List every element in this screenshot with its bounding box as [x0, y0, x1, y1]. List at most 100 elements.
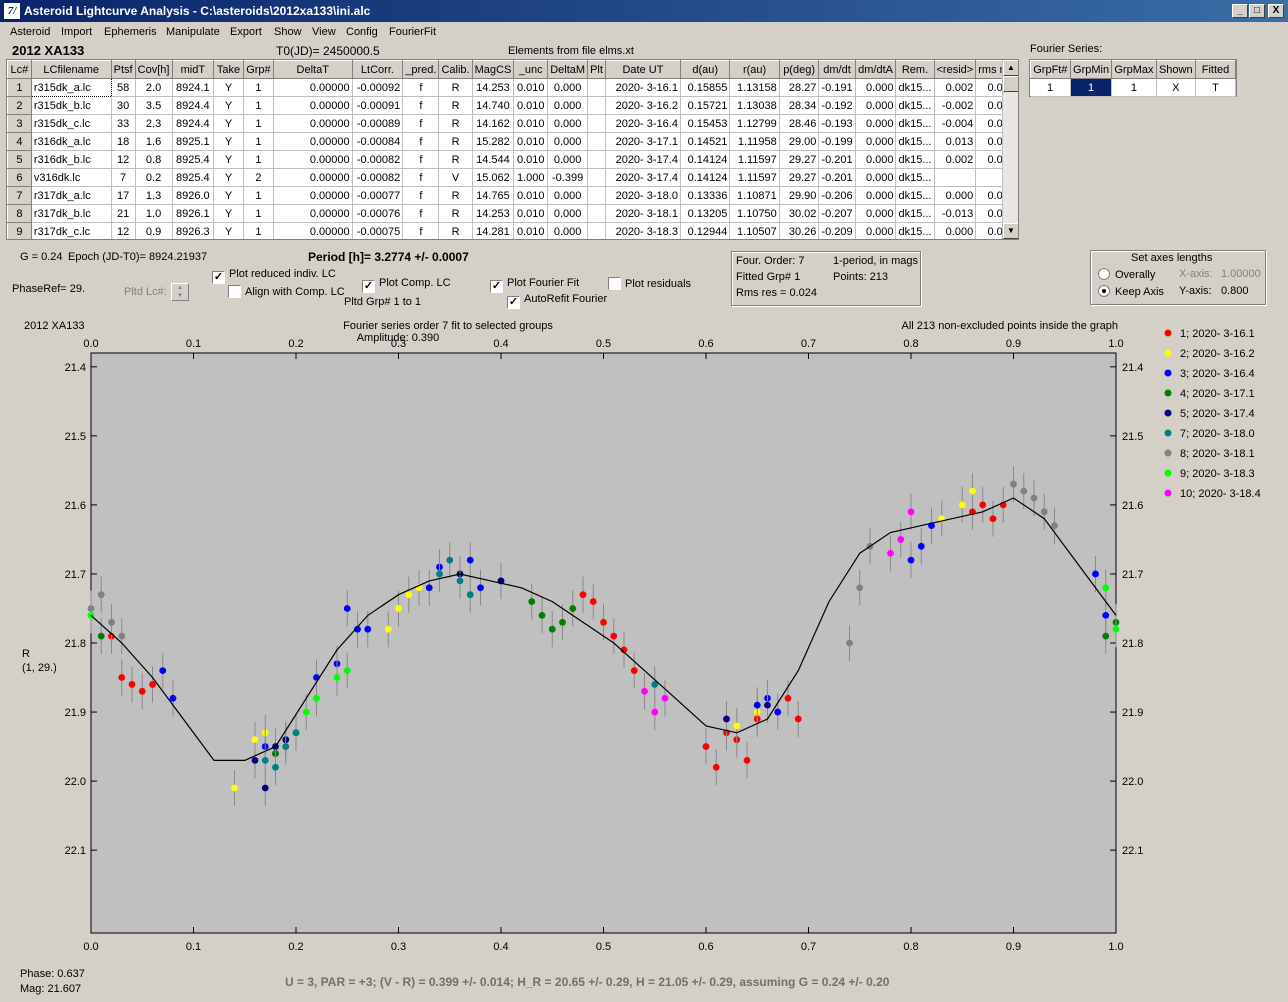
- close-button[interactable]: X: [1268, 4, 1284, 18]
- row-number[interactable]: 3: [7, 114, 32, 133]
- table-cell[interactable]: 0.000: [547, 78, 589, 97]
- table-cell[interactable]: dk15...: [895, 132, 935, 151]
- data-point[interactable]: [774, 708, 782, 716]
- table-cell[interactable]: 0.000: [855, 150, 897, 169]
- column-header[interactable]: Ptsf: [110, 60, 136, 79]
- data-point[interactable]: [897, 536, 905, 543]
- table-cell[interactable]: 14.162: [472, 114, 515, 133]
- column-header[interactable]: dm/dtA: [854, 60, 897, 79]
- data-point[interactable]: [251, 736, 259, 744]
- table-cell[interactable]: 0.14124: [680, 168, 731, 187]
- data-point[interactable]: [589, 598, 597, 605]
- data-point[interactable]: [477, 584, 484, 592]
- table-cell[interactable]: -0.00075: [352, 222, 404, 239]
- data-point[interactable]: [261, 756, 269, 764]
- table-cell[interactable]: f: [402, 222, 440, 239]
- data-point[interactable]: [723, 715, 730, 723]
- column-header[interactable]: Calib.: [438, 60, 473, 79]
- data-point[interactable]: [425, 584, 433, 592]
- table-cell[interactable]: 28.27: [779, 78, 820, 97]
- table-cell[interactable]: [587, 150, 606, 169]
- table-cell[interactable]: -0.004: [934, 114, 977, 133]
- table-cell[interactable]: -0.207: [818, 204, 856, 223]
- table-cell[interactable]: 1: [243, 222, 274, 239]
- menu-import[interactable]: Import: [61, 26, 93, 38]
- table-cell[interactable]: 0.000: [547, 114, 589, 133]
- data-point[interactable]: [456, 577, 464, 585]
- table-cell[interactable]: [587, 204, 606, 223]
- table-cell[interactable]: 2020- 3-17.4: [605, 168, 681, 187]
- table-cell[interactable]: Y: [213, 204, 244, 223]
- data-point[interactable]: [405, 591, 413, 599]
- scroll-thumb[interactable]: [1003, 76, 1018, 92]
- column-header[interactable]: <resid>: [933, 60, 977, 79]
- table-cell[interactable]: 0.002: [934, 150, 977, 169]
- data-point[interactable]: [384, 625, 392, 633]
- column-header[interactable]: Take: [213, 60, 244, 79]
- table-cell[interactable]: 1.000: [513, 168, 549, 187]
- table-cell[interactable]: 21: [111, 204, 136, 223]
- table-cell[interactable]: 2020- 3-18.1: [605, 204, 681, 223]
- table-cell[interactable]: 8926.3: [172, 222, 215, 239]
- data-point[interactable]: [579, 591, 587, 599]
- table-row[interactable]: 2 r315dk_b.lc 30 3.5 8924.4 Y 1 0.00000 -0.00091…: [7, 96, 1018, 115]
- table-cell[interactable]: R: [438, 150, 473, 169]
- check-icon[interactable]: ✓: [212, 271, 225, 284]
- column-header[interactable]: DeltaM: [547, 60, 589, 79]
- table-cell[interactable]: 1.3: [135, 186, 173, 205]
- x-axis-value[interactable]: 1.00000: [1221, 268, 1261, 280]
- table-cell[interactable]: -0.00084: [352, 132, 404, 151]
- table-cell[interactable]: 1: [243, 96, 274, 115]
- table-cell[interactable]: 17: [111, 186, 136, 205]
- table-cell[interactable]: 0.15855: [680, 78, 731, 97]
- table-cell[interactable]: 2020- 3-16.2: [605, 96, 681, 115]
- data-point[interactable]: [466, 556, 474, 564]
- table-cell[interactable]: 29.27: [779, 168, 820, 187]
- table-cell[interactable]: -0.00077: [352, 186, 404, 205]
- data-point[interactable]: [538, 611, 546, 619]
- data-point[interactable]: [641, 687, 648, 695]
- fourier-cell[interactable]: 1: [1030, 78, 1071, 97]
- table-cell[interactable]: Y: [213, 96, 244, 115]
- table-cell[interactable]: 0.013: [934, 132, 977, 151]
- table-cell[interactable]: -0.191: [818, 78, 856, 97]
- lightcurve-plot[interactable]: 0.0 0.0 0.1 0.1 0.2 0.2 0.3 0.3 0.4 0.4 0.5 0.5 0.6 0…: [18, 313, 1270, 958]
- table-cell[interactable]: dk15...: [895, 222, 935, 239]
- table-cell[interactable]: 0.15453: [680, 114, 731, 133]
- table-cell[interactable]: 0.000: [547, 186, 589, 205]
- table-cell[interactable]: Y: [213, 186, 244, 205]
- data-point[interactable]: [887, 549, 894, 557]
- data-point[interactable]: [108, 618, 115, 626]
- table-cell[interactable]: 0.000: [547, 132, 589, 151]
- table-cell[interactable]: R: [438, 114, 473, 133]
- data-point[interactable]: [979, 501, 987, 509]
- table-cell[interactable]: [587, 186, 606, 205]
- data-point[interactable]: [600, 618, 607, 626]
- table-cell[interactable]: 0.010: [513, 78, 549, 97]
- table-cell[interactable]: 0.00000: [273, 114, 353, 133]
- column-header[interactable]: Date UT: [604, 60, 681, 79]
- y-axis-value[interactable]: 0.800: [1221, 285, 1249, 297]
- data-point[interactable]: [395, 605, 402, 612]
- table-cell[interactable]: 1.10507: [729, 222, 780, 239]
- lightcurve-table[interactable]: Lc# LCfilename Ptsf Cov[h] midT Take Grp# Delta…: [6, 59, 1019, 240]
- table-cell[interactable]: r316dk_b.lc: [31, 150, 112, 169]
- table-cell[interactable]: 2020- 3-17.1: [605, 132, 681, 151]
- data-point[interactable]: [97, 591, 105, 599]
- table-cell[interactable]: 28.34: [779, 96, 820, 115]
- table-cell[interactable]: r315dk_b.lc: [31, 96, 112, 115]
- menu-view[interactable]: View: [312, 26, 336, 38]
- table-cell[interactable]: 0.000: [855, 222, 897, 239]
- data-point[interactable]: [436, 570, 443, 578]
- menu-config[interactable]: Config: [346, 26, 378, 38]
- table-row[interactable]: 1 r315dk_a.lc 58 2.0 8924.1 Y 1 0.00000 -0.00092…: [7, 78, 1018, 97]
- table-cell[interactable]: r317dk_c.lc: [31, 222, 112, 239]
- unchecked-box[interactable]: [608, 277, 621, 290]
- data-point[interactable]: [548, 625, 556, 633]
- table-cell[interactable]: 1: [243, 150, 274, 169]
- table-cell[interactable]: 8926.1: [172, 204, 215, 223]
- table-cell[interactable]: 58: [111, 78, 136, 97]
- check-icon[interactable]: ✓: [507, 296, 520, 309]
- radio-selected-icon[interactable]: [1098, 285, 1110, 297]
- scroll-up-button[interactable]: ▲: [1003, 60, 1018, 76]
